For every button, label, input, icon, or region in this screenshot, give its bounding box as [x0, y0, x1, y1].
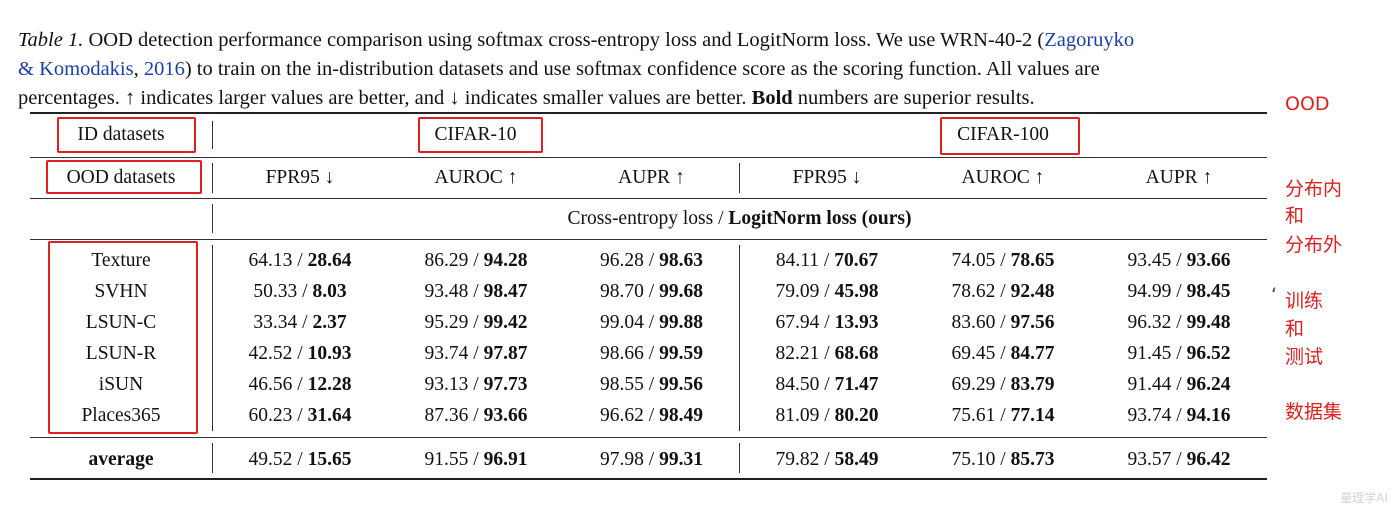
- table-cell: 79.82 / 58.49: [775, 449, 879, 470]
- annotation-out-dist: 分布外: [1285, 234, 1343, 256]
- table-rule-1: [30, 157, 1267, 158]
- highlight-cifar100: [940, 117, 1080, 155]
- table-cell: 93.57 / 96.42: [1127, 449, 1231, 470]
- highlight-id-datasets: [57, 117, 196, 153]
- col-sep: [212, 443, 213, 473]
- table-rule-4: [30, 437, 1267, 438]
- table-cell: 81.09 / 80.20: [775, 405, 879, 426]
- table-cell: 96.32 / 99.48: [1127, 312, 1231, 333]
- table-cell: 49.52 / 15.65: [248, 449, 352, 470]
- col-sep: [739, 163, 740, 193]
- col-sep: [212, 121, 213, 149]
- table-cell: 97.98 / 99.31: [600, 449, 703, 470]
- table-cell: 93.74 / 94.16: [1127, 405, 1231, 426]
- table-cell: 96.62 / 98.49: [600, 405, 703, 426]
- table-cell: 95.29 / 99.42: [424, 312, 528, 333]
- table-cell: 91.44 / 96.24: [1127, 374, 1231, 395]
- metric-header: AUPR ↑: [1145, 167, 1213, 188]
- metric-header: AUPR ↑: [618, 167, 685, 188]
- table-cell: 60.23 / 31.64: [248, 405, 352, 426]
- ood-datasets-header: OOD datasets: [66, 167, 176, 188]
- table-cell: 98.70 / 99.68: [600, 281, 703, 302]
- table-cell: 93.74 / 97.87: [424, 343, 528, 364]
- col-sep: [212, 204, 213, 233]
- table-cell: 46.56 / 12.28: [248, 374, 352, 395]
- col-sep: [212, 245, 213, 431]
- annotation-train: 训练: [1285, 290, 1324, 312]
- table-cell: 94.99 / 98.45: [1127, 281, 1231, 302]
- caption-label: Table 1.: [18, 29, 84, 51]
- metric-header: FPR95 ↓: [792, 167, 862, 188]
- table-rule-2: [30, 198, 1267, 199]
- table-cell: 74.05 / 78.65: [951, 250, 1055, 271]
- id-datasets-header: ID datasets: [77, 124, 165, 145]
- table-cell: 84.50 / 71.47: [775, 374, 879, 395]
- table-cell: 93.45 / 93.66: [1127, 250, 1231, 271]
- caption-line-3: percentages. ↑ indicates larger values a…: [18, 87, 1035, 109]
- table-top-rule: [30, 112, 1267, 114]
- metric-header: FPR95 ↓: [265, 167, 335, 188]
- highlight-ood-list: [48, 241, 198, 434]
- group-header-cifar10: CIFAR-10: [434, 124, 517, 145]
- citation-link-cont[interactable]: & Komodakis: [18, 58, 134, 80]
- group-header-cifar100: CIFAR-100: [957, 124, 1049, 145]
- stray-mark: ‘: [1271, 284, 1278, 306]
- col-sep: [739, 443, 740, 473]
- col-sep: [739, 245, 740, 431]
- ood-dataset-name: LSUN-C: [85, 312, 157, 333]
- table-bottom-rule: [30, 478, 1267, 480]
- watermark: 量理学AI: [1340, 491, 1388, 505]
- caption-line-2: & Komodakis, 2016) to train on the in-di…: [18, 58, 1100, 80]
- ood-dataset-name: iSUN: [98, 374, 144, 395]
- table-cell: 82.21 / 68.68: [775, 343, 879, 364]
- annotation-test: 测试: [1285, 346, 1324, 368]
- table-cell: 93.48 / 98.47: [424, 281, 528, 302]
- table-cell: 67.94 / 13.93: [775, 312, 879, 333]
- table-cell: 86.29 / 94.28: [424, 250, 528, 271]
- table-cell: 75.61 / 77.14: [951, 405, 1055, 426]
- table-cell: 91.55 / 96.91: [424, 449, 528, 470]
- table-cell: 79.09 / 45.98: [775, 281, 879, 302]
- caption-line-1: Table 1. OOD detection performance compa…: [18, 29, 1135, 51]
- table-cell: 87.36 / 93.66: [424, 405, 528, 426]
- table-cell: 93.13 / 97.73: [424, 374, 528, 395]
- highlight-ood-datasets: [46, 160, 202, 194]
- ood-dataset-name: LSUN-R: [85, 343, 157, 364]
- highlight-cifar10: [418, 117, 543, 153]
- table-cell: 69.45 / 84.77: [951, 343, 1055, 364]
- citation-link[interactable]: Zagoruyko: [1044, 29, 1135, 51]
- annotation-and-2: 和: [1285, 318, 1305, 340]
- table-cell: 96.28 / 98.63: [600, 250, 703, 271]
- table-cell: 50.33 / 8.03: [253, 281, 347, 302]
- table-caption: Table 1. OOD detection performance compa…: [18, 26, 1293, 113]
- table-cell: 99.04 / 99.88: [600, 312, 703, 333]
- col-sep: [212, 163, 213, 193]
- citation-year[interactable]: 2016: [143, 58, 185, 80]
- ood-dataset-name: Texture: [91, 250, 151, 271]
- table-cell: 42.52 / 10.93: [248, 343, 352, 364]
- table-cell: 33.34 / 2.37: [253, 312, 347, 333]
- metric-header: AUROC ↑: [434, 167, 518, 188]
- annotation-in-dist: 分布内: [1285, 178, 1343, 200]
- table-cell: 69.29 / 83.79: [951, 374, 1055, 395]
- method-header: Cross-entropy loss / LogitNorm loss (our…: [567, 208, 912, 229]
- table-cell: 83.60 / 97.56: [951, 312, 1055, 333]
- annotation-and: 和: [1285, 205, 1305, 227]
- average-row-label: average: [88, 449, 154, 470]
- table-cell: 84.11 / 70.67: [775, 250, 879, 271]
- ood-dataset-name: Places365: [81, 405, 161, 426]
- table-cell: 91.45 / 96.52: [1127, 343, 1231, 364]
- metric-header: AUROC ↑: [961, 167, 1045, 188]
- annotation-ood: OOD: [1285, 93, 1330, 115]
- ood-dataset-name: SVHN: [94, 281, 148, 302]
- table-cell: 98.66 / 99.59: [600, 343, 703, 364]
- table-cell: 98.55 / 99.56: [600, 374, 703, 395]
- table-cell: 75.10 / 85.73: [951, 449, 1055, 470]
- table-rule-3: [30, 239, 1267, 240]
- table-cell: 64.13 / 28.64: [248, 250, 352, 271]
- annotation-dataset: 数据集: [1285, 401, 1343, 423]
- table-cell: 78.62 / 92.48: [951, 281, 1055, 302]
